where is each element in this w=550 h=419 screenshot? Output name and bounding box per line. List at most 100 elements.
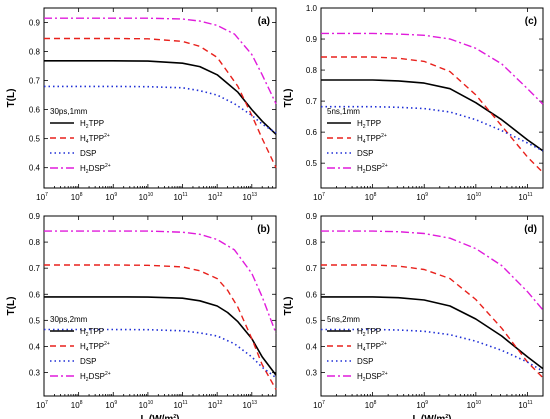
panel-b: 107 108 109 1010 1011 1012 1013 0.3 0.4 0.5 0.6 0.7…	[6, 212, 277, 419]
x-tick-label: 107	[36, 400, 48, 410]
x-tick-label: 1013	[243, 400, 258, 410]
legend-label-h2dsp: H2DSP2+	[80, 371, 111, 383]
legend-label-h2tpp: H2TPP	[357, 119, 381, 130]
y-tick-label: 0.9	[306, 35, 318, 44]
series-line-h4tpp	[44, 37, 277, 168]
legend-label-h2dsp: H2DSP2+	[357, 163, 388, 175]
panel-d: 107 108 109 1010 1011 0.3 0.4 0.5 0.6 0.7 0.8 0.9 (d…	[283, 212, 544, 419]
y-axis-title: T(L)	[283, 89, 294, 108]
y-axis-title: T(L)	[6, 89, 17, 108]
x-tick-label: 107	[313, 400, 325, 410]
plot-frame	[320, 215, 544, 397]
legend-title: 30ps,1mm	[50, 107, 88, 116]
series-line-h4tpp	[321, 264, 544, 379]
y-tick-label: 0.8	[306, 238, 318, 247]
x-tick-label: 1012	[208, 192, 223, 202]
series-line-h2tpp	[44, 296, 277, 376]
y-tick-label: 0.7	[29, 77, 41, 86]
y-tick-label: 0.6	[306, 290, 318, 299]
y-tick-label: 0.8	[29, 48, 41, 57]
y-tick-label: 0.5	[29, 135, 41, 144]
legend-label-h2dsp: H2DSP2+	[80, 163, 111, 175]
x-tick-label: 1011	[518, 192, 532, 202]
x-tick-label: 1013	[243, 192, 258, 202]
legend-label-h4tpp: H4TPP2+	[357, 133, 387, 145]
x-axis-title: I0 (W/m2)	[413, 414, 452, 419]
legend-label-h2tpp: H2TPP	[357, 327, 381, 338]
x-tick-label: 1010	[467, 192, 482, 202]
legend-title: 5ns,1mm	[327, 107, 360, 116]
legend-label-h4tpp: H4TPP2+	[357, 341, 387, 353]
series-line-dsp	[44, 328, 277, 379]
y-tick-label: 0.6	[306, 128, 318, 137]
x-tick-label: 109	[416, 400, 428, 410]
y-tick-label: 0.6	[29, 290, 41, 299]
panel-tag: (b)	[257, 224, 270, 235]
series-line-h2tpp	[44, 59, 277, 135]
legend: 5ns,2mm H2TPP H4TPP2+ DSP H2DSP2+	[327, 315, 388, 383]
y-tick-label: 0.8	[29, 238, 41, 247]
series-line-h2tpp	[321, 296, 544, 370]
y-tick-label: 1.0	[306, 4, 318, 13]
y-tick-label: 0.5	[29, 316, 41, 325]
y-tick-label: 0.5	[306, 316, 318, 325]
y-tick-label: 0.9	[29, 212, 41, 221]
panel-tag: (c)	[525, 16, 537, 27]
legend-label-h2tpp: H2TPP	[80, 327, 104, 338]
series-line-dsp	[44, 85, 277, 134]
series-line-dsp	[321, 328, 544, 372]
y-tick-label: 0.4	[29, 164, 41, 173]
legend: 30ps,1mm H2TPP H4TPP2+ DSP H2DSP2+	[50, 107, 111, 175]
panel-c: 107 108 109 1010 1011 0.5 0.6 0.7 0.8 0.9 1.0 (c) 5n…	[283, 4, 544, 202]
series-line-h2dsp	[321, 32, 544, 105]
legend-label-h4tpp: H4TPP2+	[80, 133, 110, 145]
legend-label-dsp: DSP	[80, 149, 96, 158]
y-tick-label: 0.3	[306, 369, 318, 378]
legend-label-dsp: DSP	[357, 357, 373, 366]
y-tick-label: 0.7	[29, 264, 41, 273]
series-line-h2dsp	[321, 230, 544, 311]
x-tick-label: 1010	[139, 192, 154, 202]
legend-label-h2dsp: H2DSP2+	[357, 371, 388, 383]
x-tick-label: 1011	[173, 192, 187, 202]
legend-label-dsp: DSP	[80, 357, 96, 366]
y-axis-title: T(L)	[283, 297, 294, 316]
x-tick-label: 1011	[173, 400, 187, 410]
x-axis-title: I0 (W/m2)	[141, 414, 180, 419]
y-tick-label: 0.6	[29, 106, 41, 115]
x-tick-label: 107	[36, 192, 48, 202]
y-tick-label: 0.4	[29, 342, 41, 351]
plot-frame	[43, 215, 277, 397]
legend-label-h2tpp: H2TPP	[80, 119, 104, 130]
y-axis-title: T(L)	[6, 297, 17, 316]
panel-tag: (a)	[258, 16, 270, 27]
legend-label-h4tpp: H4TPP2+	[80, 341, 110, 353]
x-tick-label: 1010	[467, 400, 482, 410]
y-tick-label: 0.8	[306, 66, 318, 75]
legend-label-dsp: DSP	[357, 149, 373, 158]
series-line-h4tpp	[321, 56, 544, 173]
panel-a: 107 108 109 1010 1011 1012 1013 0.4 0.5 0.6 0.7 0.8…	[6, 7, 277, 202]
x-tick-label: 108	[71, 400, 83, 410]
y-tick-label: 0.4	[306, 342, 318, 351]
series-line-h2tpp	[321, 79, 544, 152]
legend-title: 5ns,2mm	[327, 315, 360, 324]
y-tick-label: 0.9	[306, 212, 318, 221]
x-tick-label: 1012	[208, 400, 223, 410]
x-tick-label: 108	[365, 192, 377, 202]
series-line-h2dsp	[44, 230, 277, 334]
plot-frame	[43, 7, 277, 189]
panels-layer: 107 108 109 1010 1011 1012 1013 0.4 0.5 0.6 0.7 0.8…	[6, 4, 544, 419]
legend: 5ns,1mm H2TPP H4TPP2+ DSP H2DSP2+	[327, 107, 388, 175]
y-tick-label: 0.3	[29, 369, 41, 378]
series-line-h4tpp	[44, 264, 277, 390]
y-tick-label: 0.9	[29, 19, 41, 28]
x-tick-label: 1011	[518, 400, 532, 410]
x-tick-label: 109	[105, 400, 117, 410]
x-tick-label: 1010	[139, 400, 154, 410]
series-line-dsp	[321, 105, 544, 152]
panel-tag: (d)	[524, 224, 537, 235]
x-tick-label: 107	[313, 192, 325, 202]
x-tick-label: 108	[71, 192, 83, 202]
